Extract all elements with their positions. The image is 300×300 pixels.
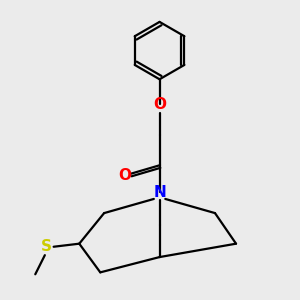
Text: N: N — [153, 184, 166, 200]
Text: S: S — [41, 239, 52, 254]
Text: O: O — [118, 168, 132, 183]
Text: O: O — [153, 97, 166, 112]
